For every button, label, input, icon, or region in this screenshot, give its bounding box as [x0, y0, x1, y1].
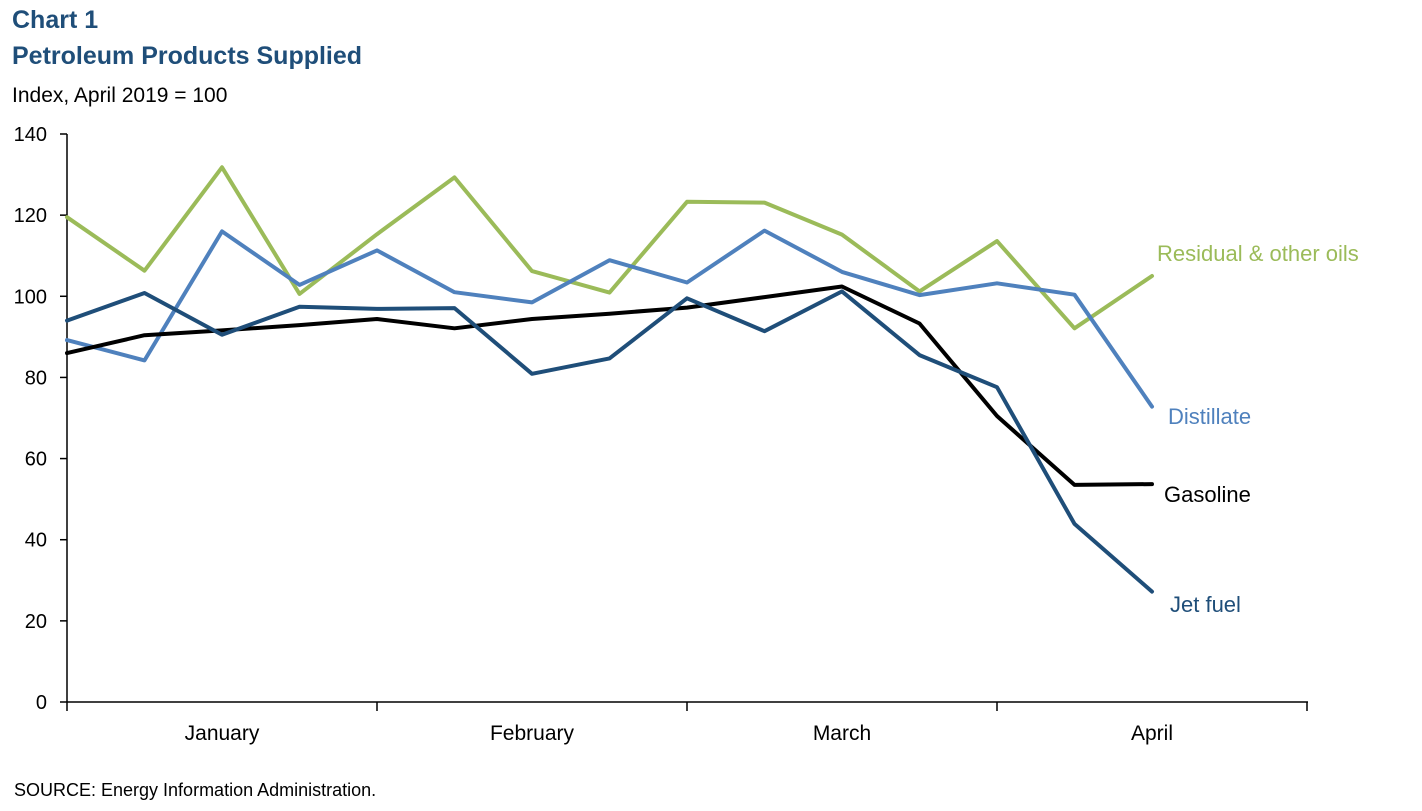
y-tick-label: 100 — [14, 286, 47, 308]
y-tick-label: 120 — [14, 205, 47, 227]
chart-number: Chart 1 — [12, 6, 99, 34]
y-tick-label: 80 — [25, 367, 47, 389]
series-line-jet-fuel — [65, 289, 1154, 594]
chart-subtitle: Index, April 2019 = 100 — [12, 84, 228, 107]
y-tick-label: 60 — [25, 449, 47, 471]
x-tick-label: March — [813, 722, 871, 745]
y-tick-label: 140 — [14, 124, 47, 146]
y-tick-label: 0 — [36, 692, 47, 714]
x-tick-label: February — [490, 722, 575, 745]
y-tick-label: 40 — [25, 530, 47, 552]
series-label-jet-fuel: Jet fuel — [1170, 592, 1241, 617]
x-tick-label: April — [1131, 722, 1173, 745]
series-line-gasoline — [65, 284, 1154, 487]
y-tick-label: 20 — [25, 611, 47, 633]
x-tick-label: January — [185, 722, 260, 745]
series-line-residual-other-oils — [65, 165, 1154, 331]
source-note: SOURCE: Energy Information Administratio… — [14, 780, 377, 800]
series-label-distillate: Distillate — [1168, 404, 1251, 429]
series-line-distillate — [65, 228, 1154, 409]
series-label-gasoline: Gasoline — [1164, 482, 1251, 507]
chart-title: Petroleum Products Supplied — [12, 42, 363, 70]
series-label-residual-other-oils: Residual & other oils — [1157, 241, 1359, 266]
